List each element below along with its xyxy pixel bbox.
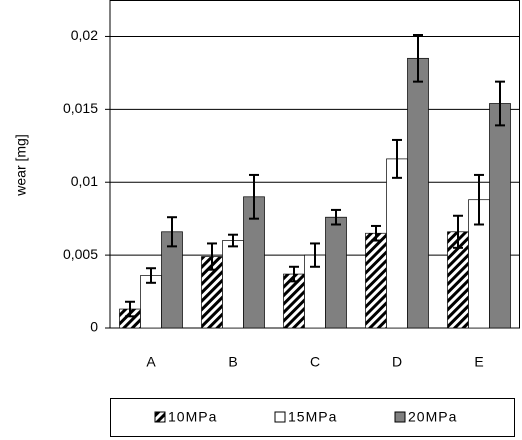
bar — [365, 232, 387, 329]
error-bar — [371, 224, 381, 242]
error-bar — [167, 216, 177, 248]
legend-box — [110, 398, 515, 437]
y-tick-label: 0,02 — [71, 27, 98, 43]
y-tick-label: 0,015 — [63, 100, 98, 116]
legend-swatch — [394, 411, 406, 423]
x-tick-label: B — [228, 354, 237, 370]
y-axis-title: wear [mg] — [13, 134, 29, 196]
y-tick-label: 0 — [90, 319, 98, 335]
error-bar — [310, 242, 320, 268]
legend-swatch — [154, 411, 166, 423]
y-tick-label: 0,01 — [71, 173, 98, 189]
bar — [222, 240, 244, 329]
x-tick-label: D — [392, 354, 402, 370]
error-bar — [125, 300, 135, 318]
error-bar — [413, 33, 423, 83]
y-tick-label: 0,005 — [63, 246, 98, 262]
bar — [407, 57, 429, 329]
x-tick-label: E — [474, 354, 483, 370]
error-bar — [453, 214, 463, 249]
legend-label: 15MPa — [288, 409, 337, 425]
error-bar — [331, 208, 341, 226]
error-bar — [249, 173, 259, 220]
x-tick-label: C — [310, 354, 320, 370]
error-bar — [474, 173, 484, 226]
bar — [386, 158, 408, 329]
legend-label: 20MPa — [408, 409, 457, 425]
error-bar — [146, 267, 156, 284]
error-bar — [495, 80, 505, 127]
bar — [489, 103, 511, 329]
error-bar — [228, 233, 238, 248]
error-bar — [207, 242, 217, 271]
error-bar — [289, 265, 299, 283]
legend-label: 10MPa — [168, 409, 217, 425]
bar — [325, 216, 347, 329]
error-bar — [392, 138, 402, 179]
x-tick-label: A — [146, 354, 156, 370]
legend-swatch — [274, 411, 286, 423]
